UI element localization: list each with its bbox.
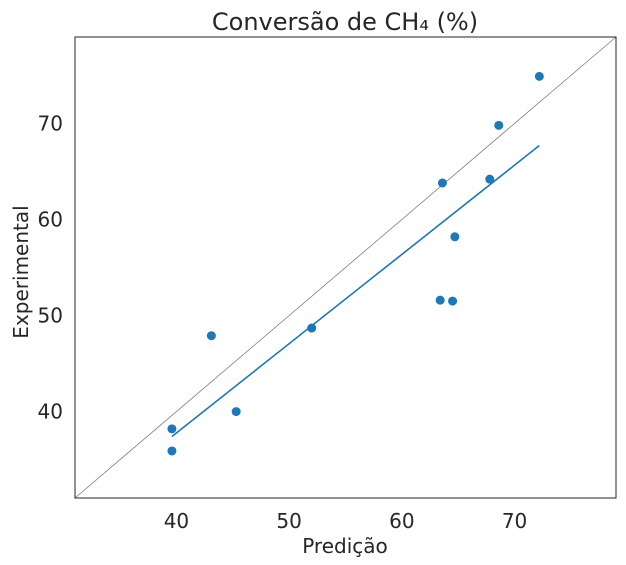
x-axis-ticks: 40 50 60 70 — [164, 509, 528, 533]
data-point — [437, 178, 447, 188]
plot-frame — [74, 36, 617, 499]
x-tick-label: 40 — [164, 509, 189, 533]
data-point — [206, 331, 216, 341]
data-point — [167, 446, 177, 456]
x-tick-label: 50 — [276, 509, 301, 533]
y-axis-label: Experimental — [9, 205, 33, 338]
data-point — [448, 296, 458, 306]
x-tick-label: 70 — [502, 509, 527, 533]
data-point — [307, 323, 317, 333]
data-point — [167, 424, 177, 434]
plot-area — [74, 36, 617, 499]
x-axis-label: Predição — [302, 534, 388, 558]
y-tick-label: 70 — [38, 111, 63, 135]
identity-line — [74, 36, 617, 499]
y-tick-label: 40 — [38, 400, 63, 424]
fit-line — [171, 144, 540, 438]
data-point — [494, 120, 504, 130]
data-point — [231, 407, 241, 417]
data-point — [450, 232, 460, 242]
data-point — [485, 174, 495, 184]
y-tick-label: 50 — [38, 304, 63, 328]
x-tick-label: 60 — [389, 509, 414, 533]
chart-title: Conversão de CH₄ (%) — [212, 8, 478, 36]
y-axis-ticks: 40 50 60 70 — [38, 111, 63, 423]
data-point — [435, 295, 445, 305]
y-tick-label: 60 — [38, 207, 63, 231]
data-point — [534, 71, 544, 81]
